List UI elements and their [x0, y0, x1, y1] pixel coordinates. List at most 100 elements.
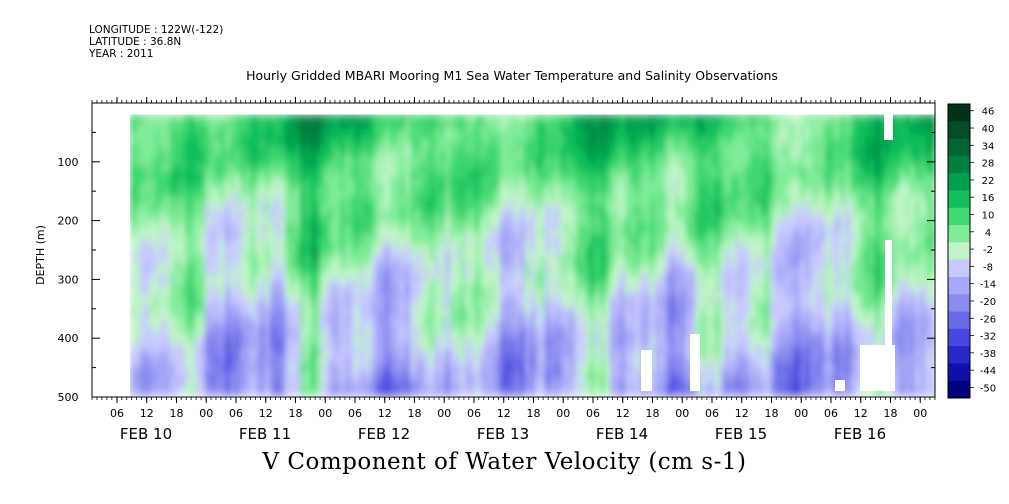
heatmap-cell — [300, 179, 306, 186]
heatmap-cell — [430, 204, 436, 211]
heatmap-cell — [570, 359, 576, 366]
heatmap-cell — [400, 354, 406, 361]
heatmap-cell — [165, 239, 171, 246]
heatmap-cell — [400, 194, 406, 201]
heatmap-cell — [430, 149, 436, 156]
heatmap-cell — [215, 149, 221, 156]
heatmap-cell — [210, 199, 216, 206]
heatmap-cell — [220, 304, 226, 311]
heatmap-cell — [365, 239, 371, 246]
heatmap-cell — [215, 124, 221, 131]
heatmap-cell — [375, 274, 381, 281]
heatmap-cell — [450, 144, 456, 151]
heatmap-cell — [435, 114, 441, 121]
heatmap-cell — [385, 194, 391, 201]
heatmap-cell — [465, 204, 471, 211]
heatmap-cell — [405, 204, 411, 211]
heatmap-cell — [540, 334, 546, 341]
heatmap-cell — [495, 129, 501, 136]
heatmap-cell — [320, 279, 326, 286]
heatmap-cell — [495, 294, 501, 301]
heatmap-cell — [375, 199, 381, 206]
heatmap-cell — [540, 144, 546, 151]
heatmap-cell — [360, 164, 366, 171]
heatmap-cell — [385, 204, 391, 211]
heatmap-cell — [305, 299, 311, 306]
heatmap-cell — [545, 249, 551, 256]
heatmap-cell — [430, 249, 436, 256]
heatmap-cell — [185, 314, 191, 321]
heatmap-cell — [170, 164, 176, 171]
heatmap-cell — [345, 174, 351, 181]
heatmap-cell — [565, 329, 571, 336]
heatmap-cell — [525, 319, 531, 326]
heatmap-cell — [475, 369, 481, 376]
heatmap-cell — [435, 199, 441, 206]
heatmap-cell — [320, 169, 326, 176]
heatmap-cell — [205, 354, 211, 361]
heatmap-cell — [200, 389, 206, 396]
heatmap-cell — [420, 379, 426, 386]
heatmap-cell — [470, 374, 476, 381]
longitude-label: LONGITUDE : 122W(-122) — [89, 24, 224, 36]
heatmap-cell — [565, 149, 571, 156]
heatmap-cell — [260, 189, 266, 196]
heatmap-cell — [480, 164, 486, 171]
heatmap-cell — [515, 254, 521, 261]
heatmap-cell — [315, 199, 321, 206]
heatmap-cell — [290, 354, 296, 361]
heatmap-cell — [405, 159, 411, 166]
heatmap-cell — [150, 189, 156, 196]
heatmap-cell — [230, 169, 236, 176]
heatmap-cell — [260, 299, 266, 306]
heatmap-cell — [320, 334, 326, 341]
heatmap-cell — [145, 204, 151, 211]
heatmap-cell — [245, 279, 251, 286]
heatmap-cell — [185, 134, 191, 141]
heatmap-cell — [450, 214, 456, 221]
heatmap-cell — [330, 369, 336, 376]
heatmap-cell — [330, 249, 336, 256]
heatmap-cell — [310, 364, 316, 371]
heatmap-cell — [345, 149, 351, 156]
heatmap-cell — [395, 164, 401, 171]
heatmap-cell — [175, 274, 181, 281]
heatmap-cell — [320, 364, 326, 371]
heatmap-cell — [500, 174, 506, 181]
heatmap-cell — [190, 389, 196, 396]
heatmap-cell — [340, 189, 346, 196]
heatmap-cell — [410, 269, 416, 276]
heatmap-cell — [485, 129, 491, 136]
heatmap-cell — [570, 204, 576, 211]
heatmap-cell — [425, 199, 431, 206]
heatmap-cell — [400, 319, 406, 326]
heatmap-cell — [405, 199, 411, 206]
heatmap-cell — [525, 374, 531, 381]
heatmap-cell — [150, 379, 156, 386]
heatmap-cell — [545, 374, 551, 381]
heatmap-cell — [475, 334, 481, 341]
heatmap-cell — [255, 134, 261, 141]
heatmap-cell — [535, 284, 541, 291]
heatmap-cell — [485, 314, 491, 321]
heatmap-cell — [215, 229, 221, 236]
heatmap-cell — [380, 229, 386, 236]
heatmap-cell — [290, 114, 296, 121]
heatmap-cell — [570, 324, 576, 331]
heatmap-cell — [465, 369, 471, 376]
heatmap-cell — [225, 254, 231, 261]
heatmap-cell — [220, 159, 226, 166]
heatmap-cell — [570, 219, 576, 226]
heatmap-cell — [485, 254, 491, 261]
heatmap-cell — [345, 369, 351, 376]
heatmap-cell — [140, 219, 146, 226]
heatmap-cell — [205, 249, 211, 256]
heatmap-cell — [145, 139, 151, 146]
heatmap-cell — [350, 314, 356, 321]
heatmap-cell — [260, 264, 266, 271]
heatmap-cell — [170, 259, 176, 266]
heatmap-cell — [385, 234, 391, 241]
heatmap-cell — [340, 349, 346, 356]
heatmap-cell — [285, 324, 291, 331]
heatmap-cell — [495, 134, 501, 141]
